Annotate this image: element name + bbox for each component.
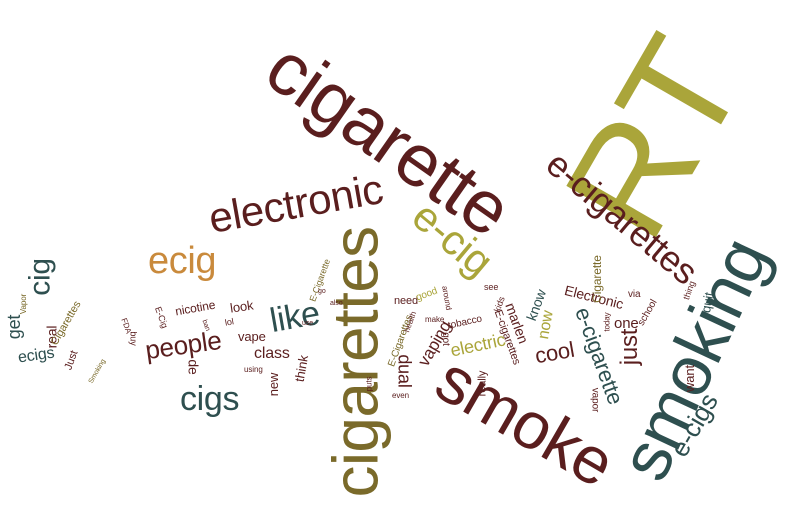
word-ecig: ecig <box>148 240 217 282</box>
word-got: got <box>439 332 451 346</box>
word-nicotine: nicotine <box>174 297 217 319</box>
word-Smoking: Smoking <box>87 358 108 385</box>
word-quit: quit <box>698 291 717 314</box>
word-get: get <box>4 314 25 340</box>
word-school: school <box>635 297 660 328</box>
word-around: around <box>440 285 454 311</box>
word-make: make <box>425 315 445 324</box>
word-one: one <box>614 315 639 332</box>
word-class: class <box>254 345 290 362</box>
word-via: via <box>628 289 641 300</box>
word-de: de <box>185 359 202 375</box>
word-also: also <box>330 300 343 307</box>
word-even: even <box>392 391 410 400</box>
word-go: go <box>318 288 326 295</box>
word-good: good <box>414 285 439 304</box>
word-cig: cig <box>23 258 57 296</box>
word-need: need <box>394 295 419 307</box>
word-lol: lol <box>224 316 235 328</box>
word-people: people <box>143 324 224 366</box>
word-Cigarette: Cigarette <box>589 255 604 303</box>
word-think: think <box>291 353 312 384</box>
word-look: look <box>229 297 255 316</box>
word-cigarettes: cigarettes <box>319 226 392 498</box>
word-electric: electric <box>448 329 508 361</box>
word-today: today <box>602 312 612 332</box>
word-E-Cig: E-Cig <box>153 305 170 330</box>
word-just: just <box>616 328 644 366</box>
word-want: want <box>681 365 697 392</box>
word-cool: cool <box>533 336 577 369</box>
word-buy: buy <box>128 331 139 346</box>
word-Cigarettes: Cigarettes <box>48 299 84 348</box>
word-Vapor: Vapor <box>19 293 29 315</box>
word-using: using <box>244 365 263 374</box>
word-vape: vape <box>238 329 266 344</box>
word-cigs: cigs <box>180 380 240 418</box>
word-puts: puts <box>364 376 374 392</box>
word-use: use <box>302 320 314 327</box>
word-Just: Just <box>62 349 81 372</box>
word-tobacco: tobacco <box>447 313 483 332</box>
word-ecigs: ecigs <box>16 344 56 367</box>
word-really: really <box>476 370 489 397</box>
word-new: new <box>266 372 282 397</box>
word-vapor: vapor <box>589 387 601 413</box>
word-see: see <box>484 282 499 292</box>
